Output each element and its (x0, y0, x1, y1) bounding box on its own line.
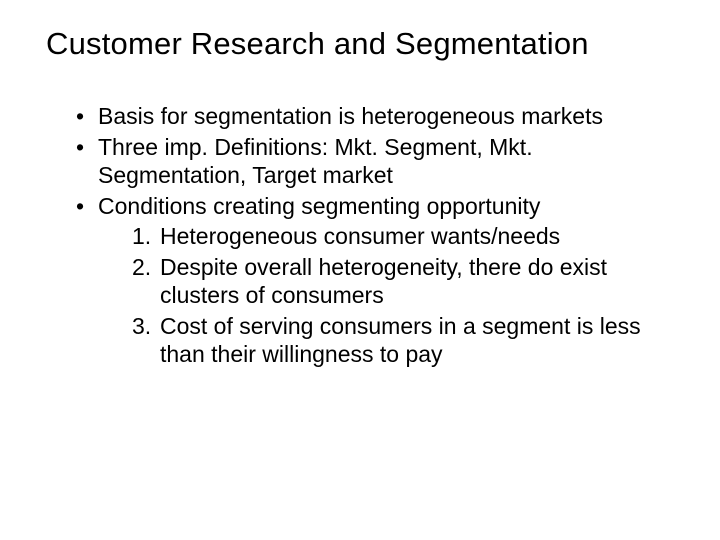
bullet-item: • Three imp. Definitions: Mkt. Segment, … (76, 133, 674, 190)
numbered-text: Despite overall heterogeneity, there do … (160, 253, 674, 310)
numbered-marker: 3. (132, 312, 160, 341)
numbered-list: 1. Heterogeneous consumer wants/needs 2.… (76, 222, 674, 369)
numbered-marker: 2. (132, 253, 160, 282)
numbered-marker: 1. (132, 222, 160, 251)
slide: Customer Research and Segmentation • Bas… (0, 0, 720, 540)
bullet-text: Three imp. Definitions: Mkt. Segment, Mk… (98, 133, 674, 190)
numbered-item: 2. Despite overall heterogeneity, there … (132, 253, 674, 310)
bullet-marker-icon: • (76, 133, 98, 162)
bullet-item: • Basis for segmentation is heterogeneou… (76, 102, 674, 131)
numbered-text: Cost of serving consumers in a segment i… (160, 312, 674, 369)
slide-title: Customer Research and Segmentation (46, 26, 674, 62)
bullet-item: • Conditions creating segmenting opportu… (76, 192, 674, 221)
slide-body: • Basis for segmentation is heterogeneou… (46, 102, 674, 369)
numbered-item: 3. Cost of serving consumers in a segmen… (132, 312, 674, 369)
numbered-text: Heterogeneous consumer wants/needs (160, 222, 674, 251)
bullet-marker-icon: • (76, 192, 98, 221)
bullet-marker-icon: • (76, 102, 98, 131)
numbered-item: 1. Heterogeneous consumer wants/needs (132, 222, 674, 251)
bullet-text: Conditions creating segmenting opportuni… (98, 192, 674, 221)
bullet-text: Basis for segmentation is heterogeneous … (98, 102, 674, 131)
